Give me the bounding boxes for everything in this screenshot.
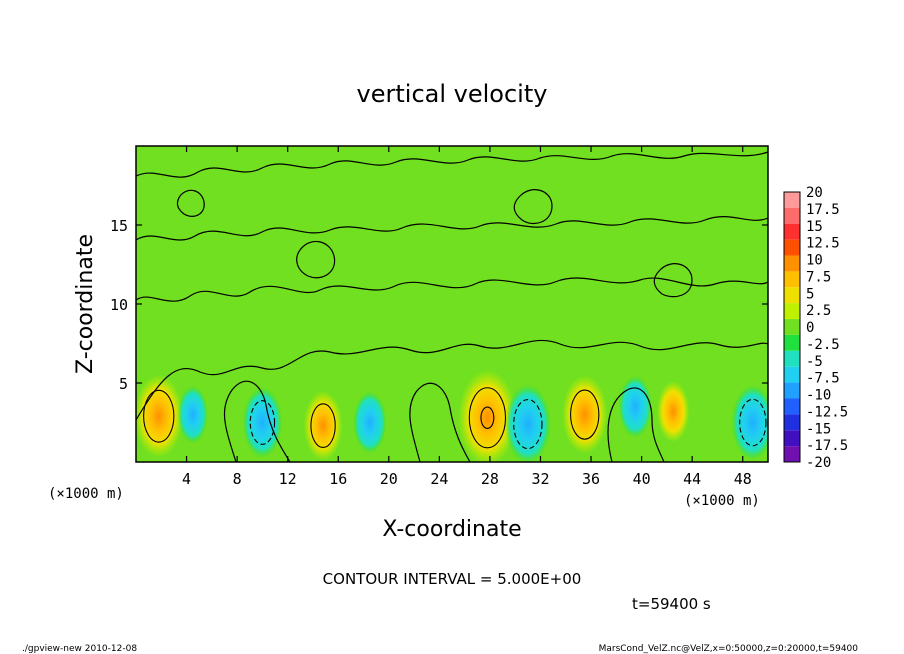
colorbar-label: -20 bbox=[806, 455, 831, 471]
contour-line bbox=[653, 263, 693, 298]
y-tick-label: 10 bbox=[110, 296, 128, 314]
colorbar-label: -2.5 bbox=[806, 337, 840, 353]
colorbar-frame bbox=[783, 191, 801, 463]
colorbar-swatch bbox=[784, 366, 800, 383]
x-tick-label: 24 bbox=[430, 470, 448, 488]
contour-line bbox=[409, 382, 471, 462]
x-tick-label: 20 bbox=[380, 470, 398, 488]
colorbar-swatch bbox=[784, 255, 800, 272]
colorbar-label: -10 bbox=[806, 388, 831, 404]
colorbar-label: -5 bbox=[806, 354, 823, 370]
x-tick-label: 44 bbox=[683, 470, 701, 488]
cell-contour bbox=[739, 398, 767, 447]
updraft-cell bbox=[303, 390, 343, 461]
x-tick-label: 40 bbox=[633, 470, 651, 488]
colorbar-label: 20 bbox=[806, 185, 823, 201]
colorbar-swatch bbox=[784, 271, 800, 288]
colorbar-swatch bbox=[784, 319, 800, 335]
cell-contour bbox=[310, 403, 336, 449]
contour-line bbox=[607, 387, 665, 462]
contour-line bbox=[296, 240, 336, 279]
downdraft-cell bbox=[731, 385, 768, 460]
colorbar-swatch bbox=[784, 239, 800, 256]
x-tick-label: 4 bbox=[182, 470, 191, 488]
x-tick-label: 8 bbox=[233, 470, 242, 488]
contour-line bbox=[513, 189, 553, 225]
colorbar-swatch bbox=[784, 334, 800, 351]
colorbar-swatch bbox=[784, 192, 800, 208]
updraft-cell bbox=[561, 375, 608, 455]
colorbar-swatch bbox=[784, 287, 800, 304]
contour-line bbox=[176, 189, 205, 217]
colorbar-label: 10 bbox=[806, 253, 823, 269]
cell-contour bbox=[513, 398, 543, 450]
cell-contour bbox=[249, 400, 276, 445]
downdraft-cell bbox=[242, 387, 282, 458]
x-tick-label: 28 bbox=[481, 470, 499, 488]
contour-lines bbox=[136, 151, 768, 462]
x-tick-label: 12 bbox=[279, 470, 297, 488]
colorbar-swatch bbox=[784, 207, 800, 224]
updraft-cell bbox=[656, 380, 690, 443]
colorbar-label: 2.5 bbox=[806, 303, 831, 319]
x-units-left: (×1000 m) bbox=[48, 486, 124, 502]
colorbar-label: -7.5 bbox=[806, 371, 840, 387]
updraft-cell bbox=[458, 369, 517, 462]
colorbar-label: -17.5 bbox=[806, 438, 848, 454]
colorbar-swatch bbox=[784, 414, 800, 431]
x-units-right: (×1000 m) bbox=[684, 493, 760, 509]
colorbar-label: 12.5 bbox=[806, 236, 840, 252]
colorbar-swatch bbox=[784, 382, 800, 399]
cell-contour-inner bbox=[480, 406, 495, 429]
cell-contour bbox=[143, 389, 175, 443]
x-axis-label: X-coordinate bbox=[382, 517, 521, 542]
footer-left: ./gpview-new 2010-12-08 bbox=[22, 644, 137, 654]
contour-interval: CONTOUR INTERVAL = 5.000E+00 bbox=[323, 570, 582, 588]
x-tick-label: 16 bbox=[329, 470, 347, 488]
colorbar-swatch bbox=[784, 446, 800, 462]
x-tick-label: 36 bbox=[582, 470, 600, 488]
updraft-cell bbox=[136, 374, 184, 458]
downdraft-cell bbox=[505, 384, 551, 462]
footer-right: MarsCond_VelZ.nc@VelZ,x=0:50000,z=0:2000… bbox=[599, 644, 859, 654]
colorbar-swatch bbox=[784, 398, 800, 415]
time-label: t=59400 s bbox=[632, 595, 711, 613]
colorbar-label: 17.5 bbox=[806, 202, 840, 218]
downdraft-cell bbox=[353, 391, 387, 454]
chart-title: vertical velocity bbox=[357, 80, 548, 108]
downdraft-cell bbox=[618, 375, 652, 438]
downdraft-cell bbox=[178, 386, 208, 444]
contour-line bbox=[223, 380, 291, 462]
cell-contour bbox=[570, 389, 600, 440]
contour-line bbox=[136, 277, 768, 302]
y-axis-label: Z-coordinate bbox=[73, 234, 98, 374]
colorbar-label: 15 bbox=[806, 219, 823, 235]
colorbar-label: 0 bbox=[806, 320, 814, 336]
colorbar-label: -12.5 bbox=[806, 404, 848, 420]
plot-area bbox=[135, 145, 769, 463]
contour-line bbox=[136, 216, 768, 241]
x-axis: 4 8 12 16 20 24 28 32 36 40 44 48 bbox=[182, 146, 752, 488]
x-tick-label: 48 bbox=[734, 470, 752, 488]
colorbar-swatch bbox=[784, 223, 800, 240]
contour-line bbox=[136, 339, 768, 421]
colorbar-swatch bbox=[784, 430, 800, 447]
colorbar-label: 5 bbox=[806, 286, 814, 302]
colorbar: 2017.51512.5107.552.50-2.5-5-7.5-10-12.5… bbox=[783, 185, 848, 471]
x-tick-label: 32 bbox=[531, 470, 549, 488]
y-tick-label: 5 bbox=[119, 375, 128, 393]
y-axis: 5 10 15 bbox=[110, 217, 768, 393]
colorbar-swatch bbox=[784, 303, 800, 320]
contour-line bbox=[136, 151, 768, 178]
colorbar-label: 7.5 bbox=[806, 269, 831, 285]
velocity-cells bbox=[136, 369, 768, 462]
colorbar-label: -15 bbox=[806, 421, 831, 437]
y-tick-label: 15 bbox=[110, 217, 128, 235]
colorbar-swatch bbox=[784, 350, 800, 367]
